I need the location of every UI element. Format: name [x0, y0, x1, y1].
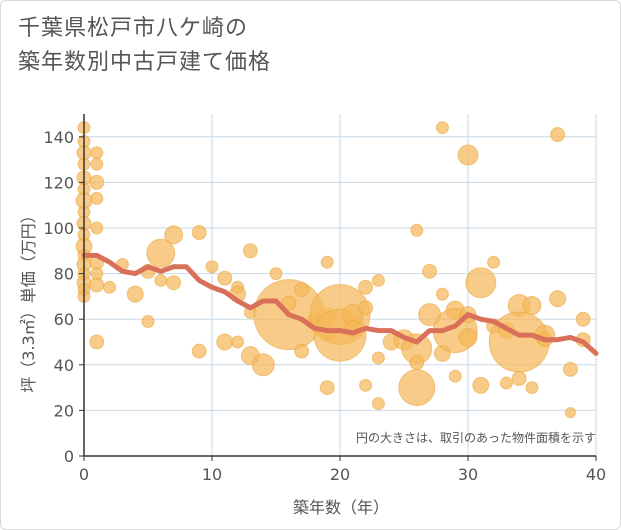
bubble-28	[126, 285, 144, 303]
size-note: 円の大きさは、取引のあった物件面積を示す	[356, 430, 596, 445]
bubble-47	[269, 267, 283, 281]
bubble-72	[398, 369, 436, 407]
bubble-31	[146, 238, 176, 268]
bubble-73	[422, 263, 438, 279]
bubble-85	[472, 376, 490, 394]
bubble-62	[358, 300, 374, 316]
bubble-51	[294, 343, 310, 359]
x-tick-label-2: 20	[330, 465, 350, 484]
bubble-39	[216, 333, 234, 351]
bubble-38	[217, 270, 233, 286]
x-tick-label-4: 40	[586, 465, 606, 484]
bubble-75	[435, 121, 449, 135]
bubble-66	[371, 397, 385, 411]
bubble-46	[251, 353, 275, 377]
bubble-30	[141, 314, 155, 328]
chart-title-line-1: 千葉県松戸市八ケ崎の	[18, 16, 249, 41]
y-tick-label-2: 40	[54, 356, 74, 375]
bubble-53	[320, 255, 334, 269]
trend-line	[81, 252, 599, 356]
bubble-100	[564, 407, 576, 419]
bubble-43	[242, 243, 258, 259]
bubble-69	[410, 223, 424, 237]
bubble-42	[231, 335, 245, 349]
bubble-65	[371, 351, 385, 365]
bubble-83	[458, 327, 478, 347]
x-tick-label-3: 30	[458, 465, 478, 484]
bubble-101	[575, 311, 591, 327]
axes: 0 10 20 30 40 0 20 40 60 80 100 120 140	[43, 114, 606, 484]
bubble-81	[457, 144, 479, 166]
bubble-98	[549, 290, 567, 308]
bubble-61	[358, 279, 374, 295]
x-tick-label-0: 0	[79, 465, 89, 484]
bubble-89	[499, 376, 513, 390]
bubble-24	[89, 277, 105, 293]
bubble-80	[448, 369, 462, 383]
bubble-26	[103, 280, 117, 294]
y-tick-label-0: 0	[64, 447, 74, 466]
bubble-71	[409, 355, 425, 371]
bubble-49	[281, 295, 297, 311]
x-tick-label-1: 10	[202, 465, 222, 484]
y-axis-label: 坪（3.3㎡）単価（万円）	[19, 207, 38, 392]
bubble-86	[487, 255, 501, 269]
bubble-36	[191, 343, 207, 359]
bubble-99	[562, 361, 578, 377]
bubble-56	[319, 380, 335, 396]
bubble-33	[164, 225, 184, 245]
bubble-34	[166, 275, 182, 291]
bubble-97	[550, 127, 566, 143]
bubble-18	[90, 157, 104, 171]
bubble-20	[90, 191, 104, 205]
bubble-25	[89, 334, 105, 350]
bubble-84	[465, 267, 497, 299]
bubble-35	[191, 225, 207, 241]
bubble-19	[89, 174, 105, 190]
bubble-21	[90, 221, 104, 235]
y-tick-label-7: 140	[43, 128, 74, 147]
bubble-37	[205, 260, 219, 274]
chart-title: 千葉県松戸市八ケ崎の 築年数別中古戸建て価格	[18, 12, 271, 80]
y-tick-label-3: 60	[54, 310, 74, 329]
y-tick-label-6: 120	[43, 173, 74, 192]
bubble-17	[90, 146, 104, 160]
bubble-94	[525, 381, 539, 395]
y-tick-label-4: 80	[54, 265, 74, 284]
bubble-64	[371, 273, 385, 287]
bubble-92	[511, 370, 527, 386]
chart-title-line-2: 築年数別中古戸建て価格	[18, 50, 272, 75]
y-tick-label-1: 20	[54, 401, 74, 420]
bubble-93	[522, 296, 542, 316]
y-tick-label-5: 100	[43, 219, 74, 238]
bubble-63	[359, 378, 373, 392]
x-axis-label: 築年数（年）	[293, 498, 389, 517]
bubble-76	[435, 287, 449, 301]
bubble-32	[154, 273, 168, 287]
bubble-50	[294, 282, 310, 298]
